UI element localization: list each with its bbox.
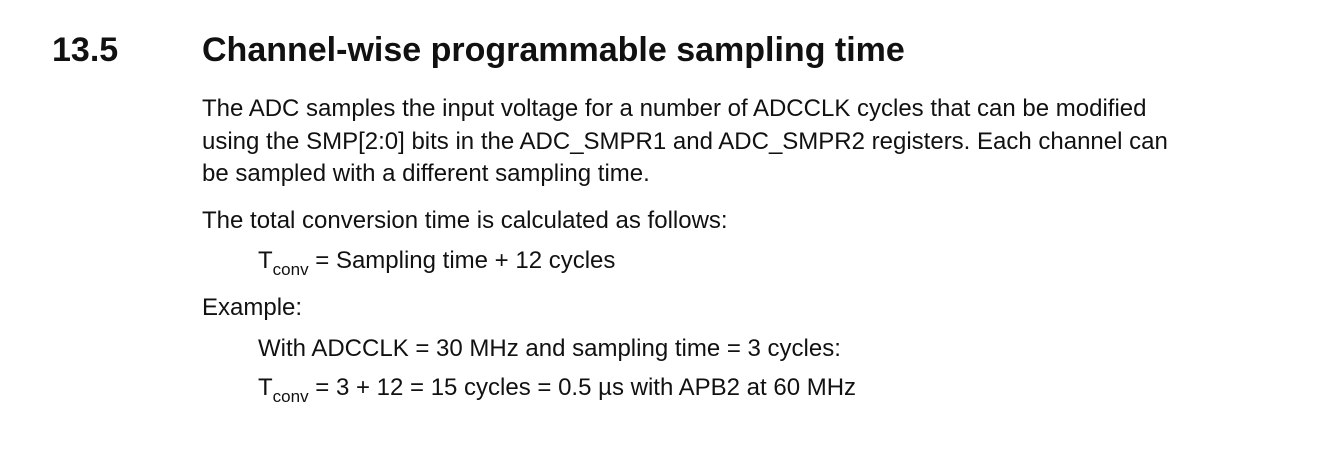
section-number: 13.5 (52, 31, 119, 69)
conversion-intro: The total conversion time is calculated … (202, 207, 728, 234)
formula-symbol: T (258, 247, 273, 274)
formula-rhs: = Sampling time + 12 cycles (308, 247, 616, 274)
result-subscript: conv (272, 387, 309, 406)
intro-line-2: using the SMP[2:0] bits in the ADC_SMPR1… (202, 127, 1168, 155)
intro-paragraph: The ADC samples the input voltage for a … (202, 93, 1302, 191)
conversion-formula: Tconv = Sampling time + 12 cycles (258, 246, 616, 279)
result-rhs: = 3 + 12 = 15 cycles = 0.5 µs with APB2 … (308, 374, 857, 401)
example-condition: With ADCCLK = 30 MHz and sampling time =… (258, 335, 841, 362)
formula-subscript: conv (272, 260, 309, 279)
result-symbol: T (258, 374, 273, 401)
section-title: Channel-wise programmable sampling time (202, 31, 905, 69)
example-result: Tconv = 3 + 12 = 15 cycles = 0.5 µs with… (258, 373, 857, 406)
intro-line-1: The ADC samples the input voltage for a … (202, 95, 1147, 122)
intro-line-3: be sampled with a different sampling tim… (202, 160, 650, 187)
example-label: Example: (202, 294, 303, 321)
